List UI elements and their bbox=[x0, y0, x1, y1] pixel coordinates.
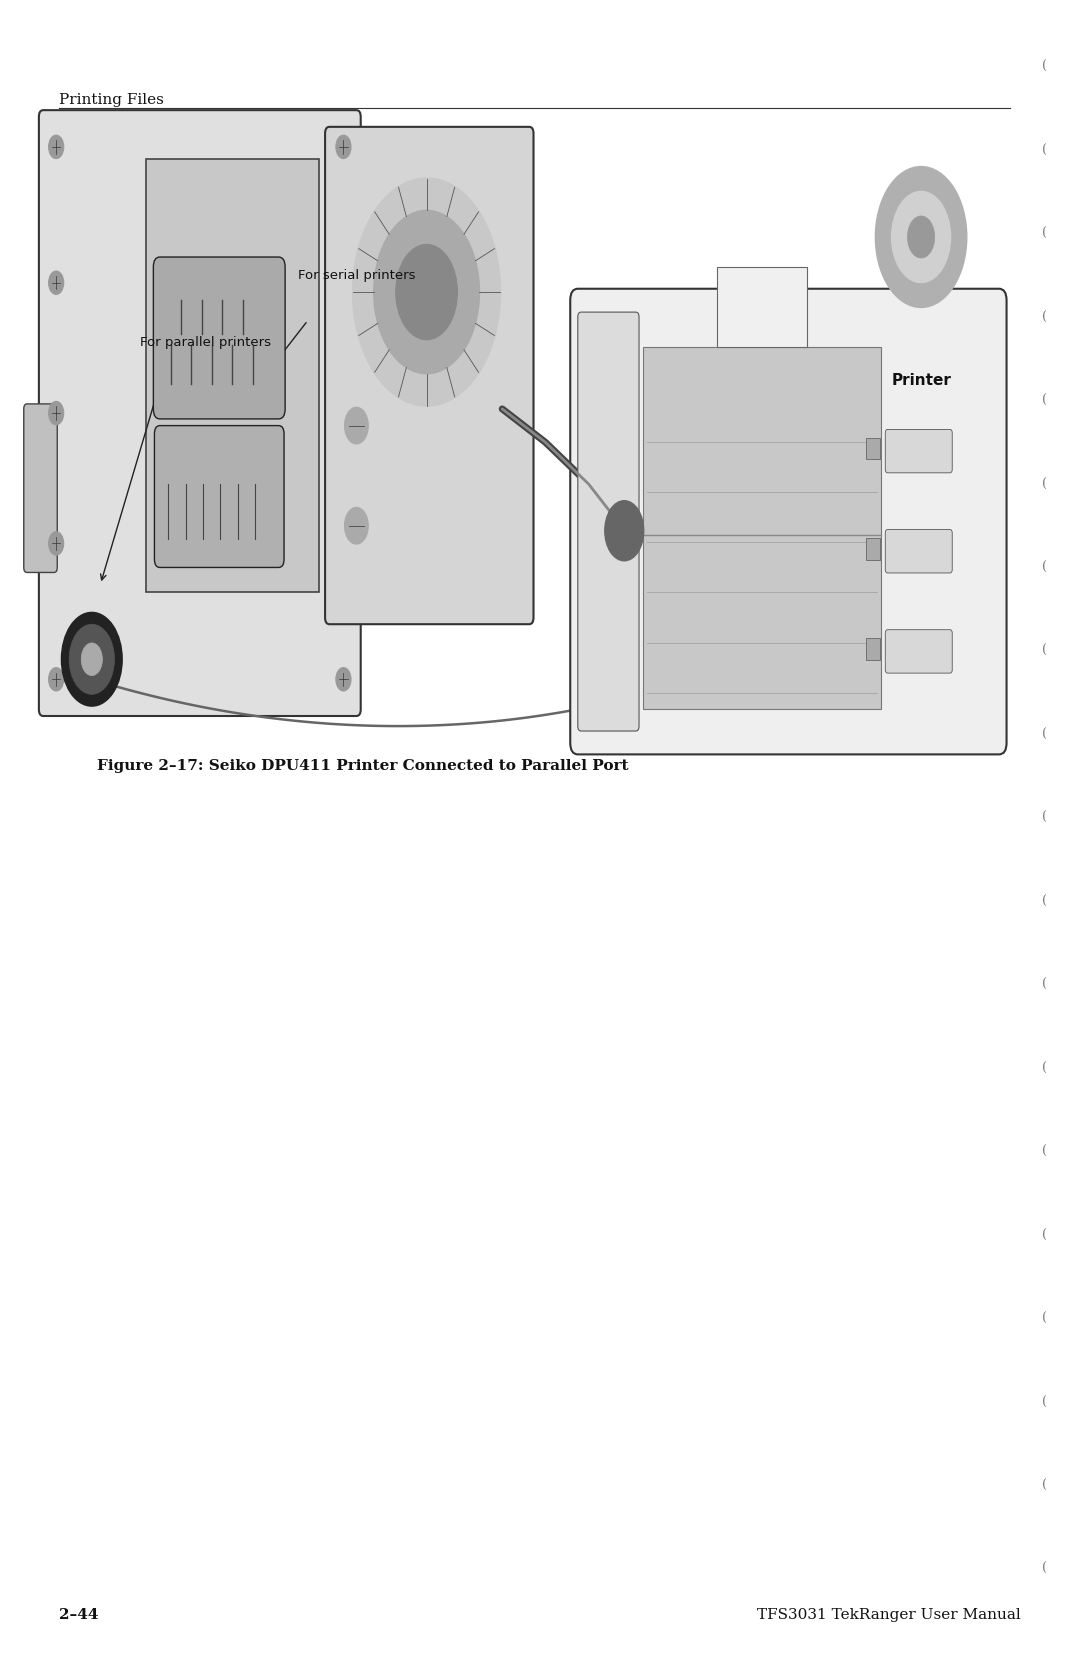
Text: (: ( bbox=[1042, 1145, 1048, 1158]
Text: For serial printers: For serial printers bbox=[298, 269, 415, 282]
Circle shape bbox=[605, 501, 644, 561]
Circle shape bbox=[49, 532, 64, 556]
Circle shape bbox=[336, 668, 351, 691]
Text: Printing Files: Printing Files bbox=[59, 93, 164, 107]
FancyBboxPatch shape bbox=[325, 127, 534, 624]
Text: 2–44: 2–44 bbox=[59, 1609, 99, 1622]
Text: (: ( bbox=[1042, 728, 1048, 741]
FancyBboxPatch shape bbox=[24, 404, 57, 572]
Text: (: ( bbox=[1042, 144, 1048, 157]
Circle shape bbox=[876, 167, 967, 307]
Text: (: ( bbox=[1042, 310, 1048, 324]
Text: (: ( bbox=[1042, 1061, 1048, 1075]
Circle shape bbox=[81, 643, 103, 676]
Circle shape bbox=[374, 210, 480, 374]
FancyBboxPatch shape bbox=[886, 629, 953, 673]
Text: (: ( bbox=[1042, 561, 1048, 574]
Bar bbox=[866, 537, 880, 559]
Bar bbox=[643, 347, 881, 709]
Circle shape bbox=[62, 613, 122, 706]
Text: (: ( bbox=[1042, 477, 1048, 491]
Text: (: ( bbox=[1042, 978, 1048, 991]
Circle shape bbox=[345, 407, 368, 444]
Circle shape bbox=[69, 624, 114, 694]
Bar bbox=[866, 437, 880, 459]
Text: (: ( bbox=[1042, 1479, 1048, 1492]
Text: (: ( bbox=[1042, 60, 1048, 73]
Text: (: ( bbox=[1042, 394, 1048, 407]
Text: (: ( bbox=[1042, 895, 1048, 908]
Circle shape bbox=[345, 507, 368, 544]
Circle shape bbox=[49, 668, 64, 691]
Circle shape bbox=[907, 215, 934, 259]
Text: (: ( bbox=[1042, 1562, 1048, 1576]
Text: (: ( bbox=[1042, 1395, 1048, 1409]
Text: (: ( bbox=[1042, 811, 1048, 824]
Text: (: ( bbox=[1042, 1228, 1048, 1242]
FancyBboxPatch shape bbox=[570, 289, 1007, 754]
Circle shape bbox=[892, 192, 950, 282]
Text: Printer: Printer bbox=[891, 372, 951, 387]
FancyBboxPatch shape bbox=[578, 312, 639, 731]
FancyBboxPatch shape bbox=[886, 529, 953, 572]
Bar bbox=[717, 267, 808, 347]
Bar bbox=[866, 638, 880, 659]
Text: (: ( bbox=[1042, 644, 1048, 658]
FancyBboxPatch shape bbox=[154, 426, 284, 567]
Circle shape bbox=[336, 135, 351, 159]
Circle shape bbox=[395, 244, 458, 340]
Text: For parallel printers: For parallel printers bbox=[139, 335, 271, 349]
FancyBboxPatch shape bbox=[39, 110, 361, 716]
FancyBboxPatch shape bbox=[886, 429, 953, 472]
FancyBboxPatch shape bbox=[153, 257, 285, 419]
Text: Figure 2–17: Seiko DPU411 Printer Connected to Parallel Port: Figure 2–17: Seiko DPU411 Printer Connec… bbox=[97, 759, 629, 773]
Text: (: ( bbox=[1042, 1312, 1048, 1325]
Text: (: ( bbox=[1042, 227, 1048, 240]
Bar bbox=[146, 159, 319, 592]
Text: TFS3031 TekRanger User Manual: TFS3031 TekRanger User Manual bbox=[757, 1609, 1021, 1622]
Circle shape bbox=[353, 179, 500, 406]
Circle shape bbox=[49, 402, 64, 426]
Circle shape bbox=[49, 135, 64, 159]
Circle shape bbox=[49, 270, 64, 294]
